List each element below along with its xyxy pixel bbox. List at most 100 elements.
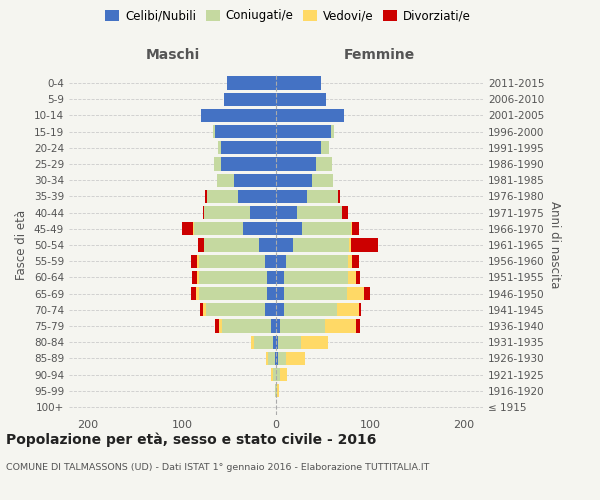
- Bar: [259, 238, 276, 252]
- Bar: [268, 352, 275, 365]
- Bar: [316, 158, 332, 170]
- Bar: [276, 206, 296, 220]
- Bar: [205, 206, 250, 220]
- Bar: [218, 320, 223, 332]
- Bar: [193, 222, 194, 235]
- Bar: [296, 206, 342, 220]
- Bar: [199, 270, 266, 284]
- Bar: [276, 141, 321, 154]
- Bar: [276, 92, 326, 106]
- Bar: [200, 303, 203, 316]
- Bar: [276, 368, 280, 381]
- Bar: [276, 222, 302, 235]
- Bar: [275, 352, 276, 365]
- Bar: [223, 320, 271, 332]
- Bar: [349, 238, 351, 252]
- Bar: [238, 190, 276, 203]
- Bar: [276, 190, 307, 203]
- Bar: [331, 125, 334, 138]
- Bar: [217, 174, 233, 187]
- Bar: [312, 174, 334, 187]
- Bar: [266, 352, 268, 365]
- Bar: [277, 384, 279, 398]
- Bar: [276, 336, 278, 349]
- Bar: [280, 368, 287, 381]
- Bar: [197, 254, 199, 268]
- Bar: [276, 174, 312, 187]
- Bar: [321, 141, 329, 154]
- Bar: [275, 384, 276, 398]
- Bar: [276, 109, 344, 122]
- Bar: [266, 270, 276, 284]
- Bar: [284, 287, 347, 300]
- Legend: Celibi/Nubili, Coniugati/e, Vedovi/e, Divorziati/e: Celibi/Nubili, Coniugati/e, Vedovi/e, Di…: [101, 6, 475, 26]
- Bar: [276, 287, 284, 300]
- Bar: [233, 174, 276, 187]
- Bar: [307, 190, 338, 203]
- Bar: [364, 287, 370, 300]
- Bar: [347, 270, 356, 284]
- Bar: [284, 303, 337, 316]
- Bar: [191, 254, 197, 268]
- Bar: [276, 270, 284, 284]
- Bar: [347, 254, 352, 268]
- Bar: [254, 336, 273, 349]
- Bar: [191, 287, 196, 300]
- Text: Maschi: Maschi: [145, 48, 200, 62]
- Y-axis label: Fasce di età: Fasce di età: [16, 210, 28, 280]
- Bar: [213, 125, 215, 138]
- Bar: [265, 254, 276, 268]
- Text: COMUNE DI TALMASSONS (UD) - Dati ISTAT 1° gennaio 2016 - Elaborazione TUTTITALIA: COMUNE DI TALMASSONS (UD) - Dati ISTAT 1…: [6, 462, 430, 471]
- Bar: [203, 238, 205, 252]
- Bar: [351, 222, 352, 235]
- Bar: [356, 270, 360, 284]
- Bar: [192, 270, 197, 284]
- Bar: [276, 158, 316, 170]
- Bar: [351, 238, 377, 252]
- Bar: [302, 222, 351, 235]
- Bar: [182, 222, 193, 235]
- Bar: [356, 320, 360, 332]
- Bar: [227, 76, 276, 90]
- Bar: [201, 109, 276, 122]
- Bar: [215, 125, 276, 138]
- Bar: [224, 92, 276, 106]
- Bar: [198, 238, 203, 252]
- Bar: [286, 254, 347, 268]
- Bar: [278, 336, 301, 349]
- Bar: [273, 368, 276, 381]
- Bar: [199, 254, 265, 268]
- Bar: [280, 320, 325, 332]
- Bar: [276, 384, 277, 398]
- Bar: [284, 270, 347, 284]
- Bar: [206, 303, 265, 316]
- Bar: [276, 238, 293, 252]
- Text: Femmine: Femmine: [344, 48, 415, 62]
- Bar: [273, 336, 276, 349]
- Bar: [276, 125, 331, 138]
- Bar: [276, 303, 284, 316]
- Bar: [347, 287, 364, 300]
- Text: Popolazione per età, sesso e stato civile - 2016: Popolazione per età, sesso e stato civil…: [6, 432, 376, 447]
- Bar: [251, 336, 254, 349]
- Bar: [325, 320, 356, 332]
- Bar: [342, 206, 349, 220]
- Bar: [271, 368, 273, 381]
- Bar: [197, 270, 199, 284]
- Bar: [205, 238, 259, 252]
- Bar: [276, 254, 286, 268]
- Bar: [337, 303, 359, 316]
- Bar: [271, 320, 276, 332]
- Bar: [250, 206, 276, 220]
- Bar: [286, 352, 305, 365]
- Bar: [301, 336, 328, 349]
- Bar: [199, 287, 266, 300]
- Bar: [221, 158, 276, 170]
- Bar: [265, 303, 276, 316]
- Bar: [338, 190, 340, 203]
- Bar: [196, 287, 199, 300]
- Bar: [215, 320, 218, 332]
- Y-axis label: Anni di nascita: Anni di nascita: [548, 202, 561, 288]
- Bar: [276, 352, 278, 365]
- Bar: [218, 141, 221, 154]
